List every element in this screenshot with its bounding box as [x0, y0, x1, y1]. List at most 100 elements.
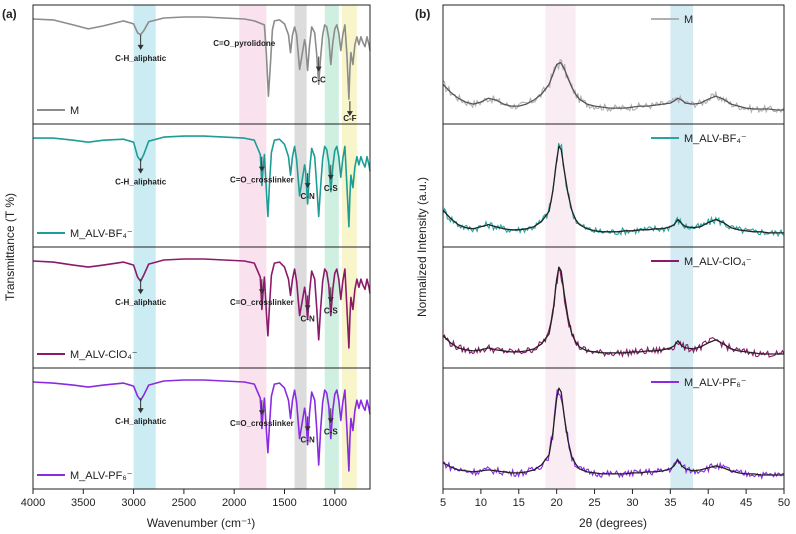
annotation-c-h-aliphatic-0: C-H_aliphatic [115, 34, 167, 63]
annotation-arrow-head [327, 174, 334, 180]
x-tick-label-50: 50 [778, 497, 790, 509]
x-tick-label-3000: 3000 [121, 497, 145, 509]
x-tick-label-25: 25 [588, 497, 600, 509]
annotation-arrow-head [304, 183, 311, 189]
x-tick-label-10: 10 [475, 497, 487, 509]
annotation-c-o-pyrolidone-0: C=O_pyrolidone [213, 39, 276, 48]
xrd-x-ticks: 5 10 15 20 25 30 35 40 45 50 [440, 489, 790, 509]
annotation-c-h-aliphatic-2: C-H_aliphatic [115, 279, 167, 307]
annotation-c-o-crosslinker-1: C=O_crosslinker [230, 156, 294, 185]
annotation-label: C-C [312, 76, 326, 85]
series-line-m-alv-clo [32, 258, 371, 349]
xrd-x-axis-title: 2θ (degrees) [579, 516, 647, 530]
x-tick-label-2500: 2500 [172, 497, 196, 509]
annotation-c-o-crosslinker-2: C=O_crosslinker [230, 279, 294, 307]
annotation-label: C-S [324, 427, 338, 436]
legend-label-m-alv-clo: M_ALV-ClO₄⁻ [684, 256, 752, 268]
xrd-axes [442, 4, 785, 490]
legend-entry-m-alv-bf: M_ALV-BF₄⁻ [651, 133, 747, 145]
annotation-arrow-head [304, 305, 311, 311]
legend-entry-m-alv-clo: M_ALV-ClO₄⁻ [651, 256, 752, 268]
legend-entry-m-alv-clo: M_ALV-ClO₄⁻ [37, 349, 138, 361]
annotation-c-o-crosslinker-3: C=O_crosslinker [230, 400, 294, 428]
annotation-label: C=O_pyrolidone [213, 39, 276, 48]
ftir-axes [32, 4, 371, 490]
annotation-arrow-head [137, 44, 144, 50]
annotation-arrow-head [137, 289, 144, 295]
annotation-label: C-N [301, 314, 315, 323]
x-tick-label-45: 45 [740, 497, 752, 509]
x-tick-label-35: 35 [664, 497, 676, 509]
legend-label-m-alv-pf: M_ALV-PF₆⁻ [70, 470, 133, 482]
legend-entry-m-alv-pf: M_ALV-PF₆⁻ [37, 470, 133, 482]
ftir-annotation-group: C-H_aliphatic C=O_pyrolidone C-C C-F C-H_ali… [115, 34, 357, 444]
annotation-c-n-3: C-N [301, 416, 315, 444]
legend-label-m: M [70, 105, 79, 117]
annotation-label: C=O_crosslinker [230, 419, 294, 428]
xrd-legend: M M_ALV-BF₄⁻ M_ALV-ClO₄⁻ M_ALV-PF₆⁻ [651, 14, 752, 389]
annotation-label: C-H_aliphatic [115, 417, 167, 426]
annotation-arrow-head [258, 166, 265, 172]
annotation-c-h-aliphatic-1: C-H_aliphatic [115, 158, 167, 187]
legend-label-m-alv-bf: M_ALV-BF₄⁻ [70, 228, 133, 240]
x-tick-label-1500: 1500 [272, 497, 296, 509]
x-tick-label-5: 5 [440, 497, 446, 509]
annotation-label: C-N [301, 192, 315, 201]
annotation-label: C=O_crosslinker [230, 298, 294, 307]
annotation-label: C-N [301, 435, 315, 444]
series-line-m [442, 61, 784, 111]
annotation-label: C-S [324, 184, 338, 193]
annotation-c-n-2: C-N [301, 295, 315, 323]
annotation-c-s-2: C-S [324, 287, 338, 315]
legend-entry-m-alv-pf: M_ALV-PF₆⁻ [651, 377, 747, 389]
series-line-m-alv-pf [442, 387, 784, 476]
ftir-x-axis-title: Wavenumber (cm⁻¹) [147, 516, 256, 530]
series-noise-m [442, 59, 785, 114]
x-tick-label-30: 30 [626, 497, 638, 509]
ftir-series-group [32, 16, 371, 472]
annotation-arrow-head [258, 410, 265, 416]
x-tick-label-3500: 3500 [71, 497, 95, 509]
annotation-arrow-head [137, 408, 144, 414]
series-line-m-alv-bf [33, 135, 371, 228]
panel-label-a: (a) [2, 7, 17, 21]
annotation-arrow-head [258, 289, 265, 295]
x-tick-label-20: 20 [551, 497, 563, 509]
ftir-x-ticks: 4000 3500 3000 2500 2000 1500 1000 [21, 489, 347, 509]
xrd-series-group [442, 59, 785, 481]
annotation-label: C-H_aliphatic [115, 54, 167, 63]
annotation-label: C-F [343, 114, 356, 123]
annotation-arrow-head [346, 111, 353, 117]
annotation-label: C-S [324, 306, 338, 315]
series-line-m-alv-clo [442, 266, 784, 355]
legend-entry-m: M [651, 14, 693, 26]
annotation-arrow-head [315, 66, 322, 72]
xrd-y-axis-title: Normalized Intensity (a.u.) [415, 177, 429, 317]
annotation-c-c-0: C-C [312, 56, 326, 85]
series-line-m [32, 16, 371, 100]
annotation-c-s-3: C-S [324, 408, 338, 436]
x-tick-label-40: 40 [702, 497, 714, 509]
legend-entry-m: M [37, 105, 79, 117]
annotation-label: C-H_aliphatic [115, 178, 167, 187]
legend-label-m-alv-bf: M_ALV-BF₄⁻ [684, 133, 747, 145]
annotation-arrow-head [137, 168, 144, 174]
legend-label-m: M [684, 14, 693, 26]
annotation-c-f-0: C-F [343, 101, 357, 123]
panel-label-b: (b) [415, 7, 430, 21]
series-noise-m-alv-clo [442, 266, 785, 359]
x-tick-label-15: 15 [513, 497, 525, 509]
series-noise-m-alv-bf [442, 142, 785, 238]
series-noise-m-alv-pf [442, 389, 785, 481]
legend-label-m-alv-pf: M_ALV-PF₆⁻ [684, 377, 747, 389]
legend-entry-m-alv-bf: M_ALV-BF₄⁻ [37, 228, 133, 240]
annotation-c-h-aliphatic-3: C-H_aliphatic [115, 398, 167, 426]
annotation-arrow-head [304, 426, 311, 432]
legend-label-m-alv-clo: M_ALV-ClO₄⁻ [70, 349, 138, 361]
series-line-m-alv-bf [442, 145, 784, 234]
annotation-c-s-1: C-S [324, 164, 338, 193]
ftir-y-axis-title: Transmittance (T %) [3, 193, 17, 301]
x-tick-label-4000: 4000 [21, 497, 45, 509]
ftir-legend: M M_ALV-BF₄⁻ M_ALV-ClO₄⁻ M_ALV-PF₆⁻ [37, 105, 138, 482]
